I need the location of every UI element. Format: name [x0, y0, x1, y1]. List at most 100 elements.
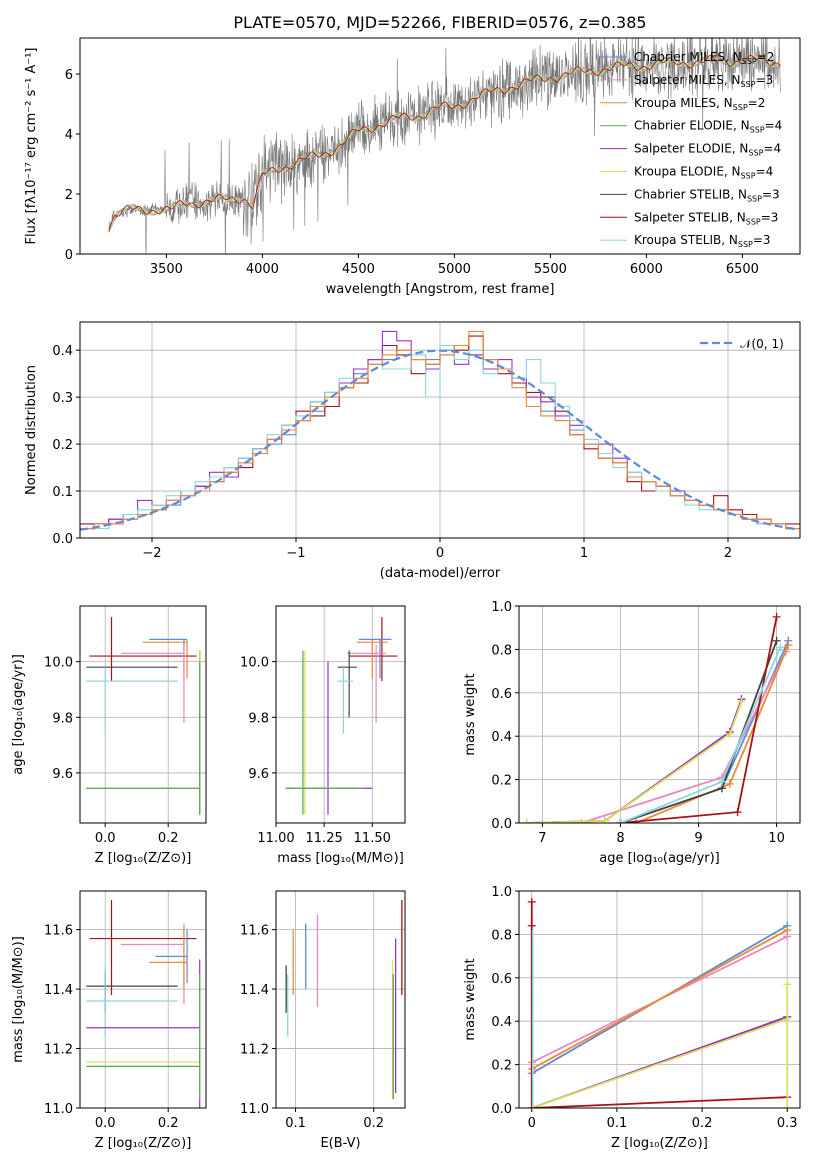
mass_vs_EBV-panel: 0.1 0.2 11.0 11.2 11.4 11.6 E(B-V): [240, 890, 406, 1151]
axes-frame: [79, 605, 207, 824]
y-tick-label: 0.6: [491, 972, 512, 987]
x-tick-label: 0: [528, 1116, 536, 1131]
y-tick-label: 1.0: [491, 885, 512, 900]
y-tick-label: 11.4: [44, 983, 73, 998]
y-tick-label: 0.0: [491, 1102, 512, 1117]
data-marker: [527, 921, 536, 930]
y-tick-label: 6: [65, 68, 73, 83]
x-tick-label: 11.00: [257, 831, 294, 846]
age_vs_mass-panel: 11.00 11.25 11.50 9.6 9.8 10.0 mass [log₁₀(M/M…: [240, 605, 406, 866]
data-marker: [600, 816, 609, 823]
axes-frame: [275, 890, 406, 1109]
x-axis-label: Z [log₁₀(Z/Z⊙)]: [95, 851, 192, 866]
mass_vs_EBV-plot-area: [285, 899, 403, 1100]
x-tick-label: 4500: [342, 262, 375, 277]
axes-frame: [275, 605, 406, 824]
model-spectrum-line: [108, 54, 781, 233]
y-tick-label: 0.0: [52, 532, 73, 547]
y-tick-label: 10.0: [240, 656, 269, 671]
data-marker: [616, 819, 625, 823]
y-tick-label: 0.8: [491, 643, 512, 658]
data-marker: [717, 777, 726, 786]
y-tick-label: 10.0: [44, 656, 73, 671]
y-tick-label: 11.6: [44, 924, 73, 939]
axes-frame: [518, 890, 801, 1109]
y-tick-label: 9.6: [52, 767, 73, 782]
axes-frame: [79, 890, 207, 1109]
y-tick-label: 9.6: [248, 767, 269, 782]
data-marker: [527, 897, 536, 906]
y-tick-label: 0.2: [491, 774, 512, 789]
legend-label: Salpeter STELIB, NSSP=3: [634, 210, 778, 226]
age_vs_mass-plot-area: [285, 617, 398, 815]
x-tick-label: 0.2: [158, 831, 179, 846]
y-tick-label: 2: [65, 188, 73, 203]
x-tick-label: 0: [436, 546, 444, 561]
data-marker: [772, 636, 781, 645]
x-tick-label: 2: [724, 546, 732, 561]
x-tick-label: 8: [616, 831, 624, 846]
massweight_vs_age-plot-area: [522, 612, 793, 823]
legend-label: Salpeter ELODIE, NSSP=4: [634, 142, 781, 158]
mass_vs_Z-plot-area: [86, 899, 201, 1108]
x-tick-label: 6500: [726, 262, 759, 277]
y-tick-label: 0.0: [491, 817, 512, 832]
data-marker: [632, 819, 641, 823]
data-marker: [522, 819, 531, 823]
massweight_vs_Z-panel: 0 0.1 0.2 0.3 0.0 0.2 0.4 0.6 0.8 1.0 Z [log₁₀(Z/Z…: [463, 885, 801, 1151]
x-axis-label: Z [log₁₀(Z/Z⊙)]: [95, 1136, 192, 1151]
data-marker: [737, 697, 746, 706]
series-line: [531, 1096, 788, 1108]
data-marker: [783, 926, 792, 935]
x-tick-label: 0.3: [777, 1116, 798, 1131]
y-tick-label: 0.2: [52, 438, 73, 453]
y-tick-label: 1.0: [491, 600, 512, 615]
model-spectrum-line: [108, 54, 781, 231]
legend-label: Chabrier STELIB, NSSP=3: [634, 187, 780, 203]
normal-curve: [80, 349, 798, 531]
y-tick-label: 11.2: [44, 1043, 73, 1058]
residuals-plot-area: [80, 330, 800, 531]
massweight_vs_Z-plot-area: [527, 897, 792, 1108]
y-tick-label: 0.1: [52, 485, 73, 500]
legend-label: Kroupa STELIB, NSSP=3: [634, 233, 771, 249]
x-axis-label: E(B-V): [320, 1136, 360, 1151]
age_vs_Z-panel: 0.0 0.2 9.6 9.8 10.0 Z [log₁₀(Z/Z⊙)] age [log₁…: [11, 605, 207, 866]
y-axis-label: mass [log₁₀(M/M⊙)]: [11, 936, 26, 1063]
data-marker: [776, 643, 785, 652]
massweight_vs_age-panel: 7 8 9 10 0.0 0.2 0.4 0.6 0.8 1.0 age [log₁₀(age/yr…: [463, 600, 801, 866]
y-axis-label: Flux [fλ10⁻¹⁷ erg cm⁻² s⁻¹ A⁻¹]: [24, 48, 39, 245]
x-tick-label: 5500: [534, 262, 567, 277]
data-spectrum-line: [108, 38, 781, 254]
x-axis-label: (data-model)/error: [380, 566, 501, 581]
series-line: [531, 1018, 788, 1108]
axes-frame: [79, 321, 801, 539]
histogram-step: [80, 330, 800, 530]
series-line: [526, 701, 743, 823]
mass_vs_Z-panel: 0.0 0.2 11.0 11.2 11.4 11.6 Z [log₁₀(Z/Z⊙)] mas…: [11, 890, 207, 1151]
x-axis-label: Z [log₁₀(Z/Z⊙)]: [611, 1136, 708, 1151]
figure-title: PLATE=0570, MJD=52266, FIBERID=0576, z=0…: [233, 13, 646, 32]
y-tick-label: 11.0: [44, 1102, 73, 1117]
y-tick-label: 0.4: [491, 1015, 512, 1030]
data-marker: [783, 980, 792, 989]
x-tick-label: 3500: [150, 262, 183, 277]
series-line: [526, 698, 743, 823]
x-tick-label: −2: [142, 546, 161, 561]
y-axis-label: age [log₁₀(age/yr)]: [11, 654, 26, 775]
legend-label: Kroupa ELODIE, NSSP=4: [634, 165, 773, 181]
y-tick-label: 0.4: [491, 730, 512, 745]
y-tick-label: 0.8: [491, 928, 512, 943]
y-tick-label: 11.0: [240, 1102, 269, 1117]
x-tick-label: −1: [286, 546, 305, 561]
legend-label: Chabrier MILES, NSSP=2: [634, 50, 774, 66]
x-tick-label: 9: [694, 831, 702, 846]
y-tick-label: 11.4: [240, 983, 269, 998]
x-tick-label: 5000: [438, 262, 471, 277]
y-axis-label: Normed distribution: [24, 365, 39, 495]
residuals-panel: −2 −1 0 1 2 0.0 0.1 0.2 0.3 0.4 (data-model)/error…: [24, 321, 801, 581]
series-line: [531, 929, 788, 1070]
spectrum-legend: Chabrier MILES, NSSP=2 Salpeter MILES, NS…: [600, 50, 782, 249]
x-tick-label: 11.50: [354, 831, 391, 846]
